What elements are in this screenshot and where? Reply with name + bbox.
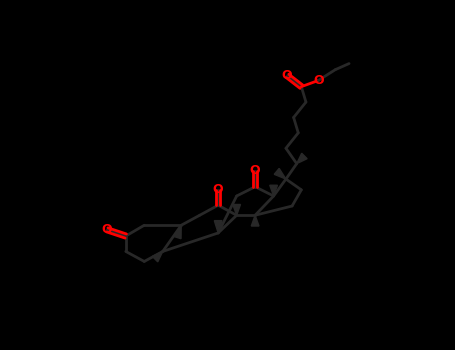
Text: O: O: [101, 223, 112, 236]
Polygon shape: [152, 251, 163, 262]
Polygon shape: [174, 225, 181, 239]
Text: O: O: [281, 69, 292, 82]
Polygon shape: [233, 204, 241, 215]
Text: O: O: [213, 183, 223, 196]
Polygon shape: [297, 153, 307, 164]
Polygon shape: [270, 185, 278, 196]
Polygon shape: [214, 220, 222, 233]
Polygon shape: [274, 168, 286, 179]
Polygon shape: [251, 215, 259, 226]
Text: O: O: [250, 164, 260, 177]
Text: O: O: [314, 74, 324, 87]
